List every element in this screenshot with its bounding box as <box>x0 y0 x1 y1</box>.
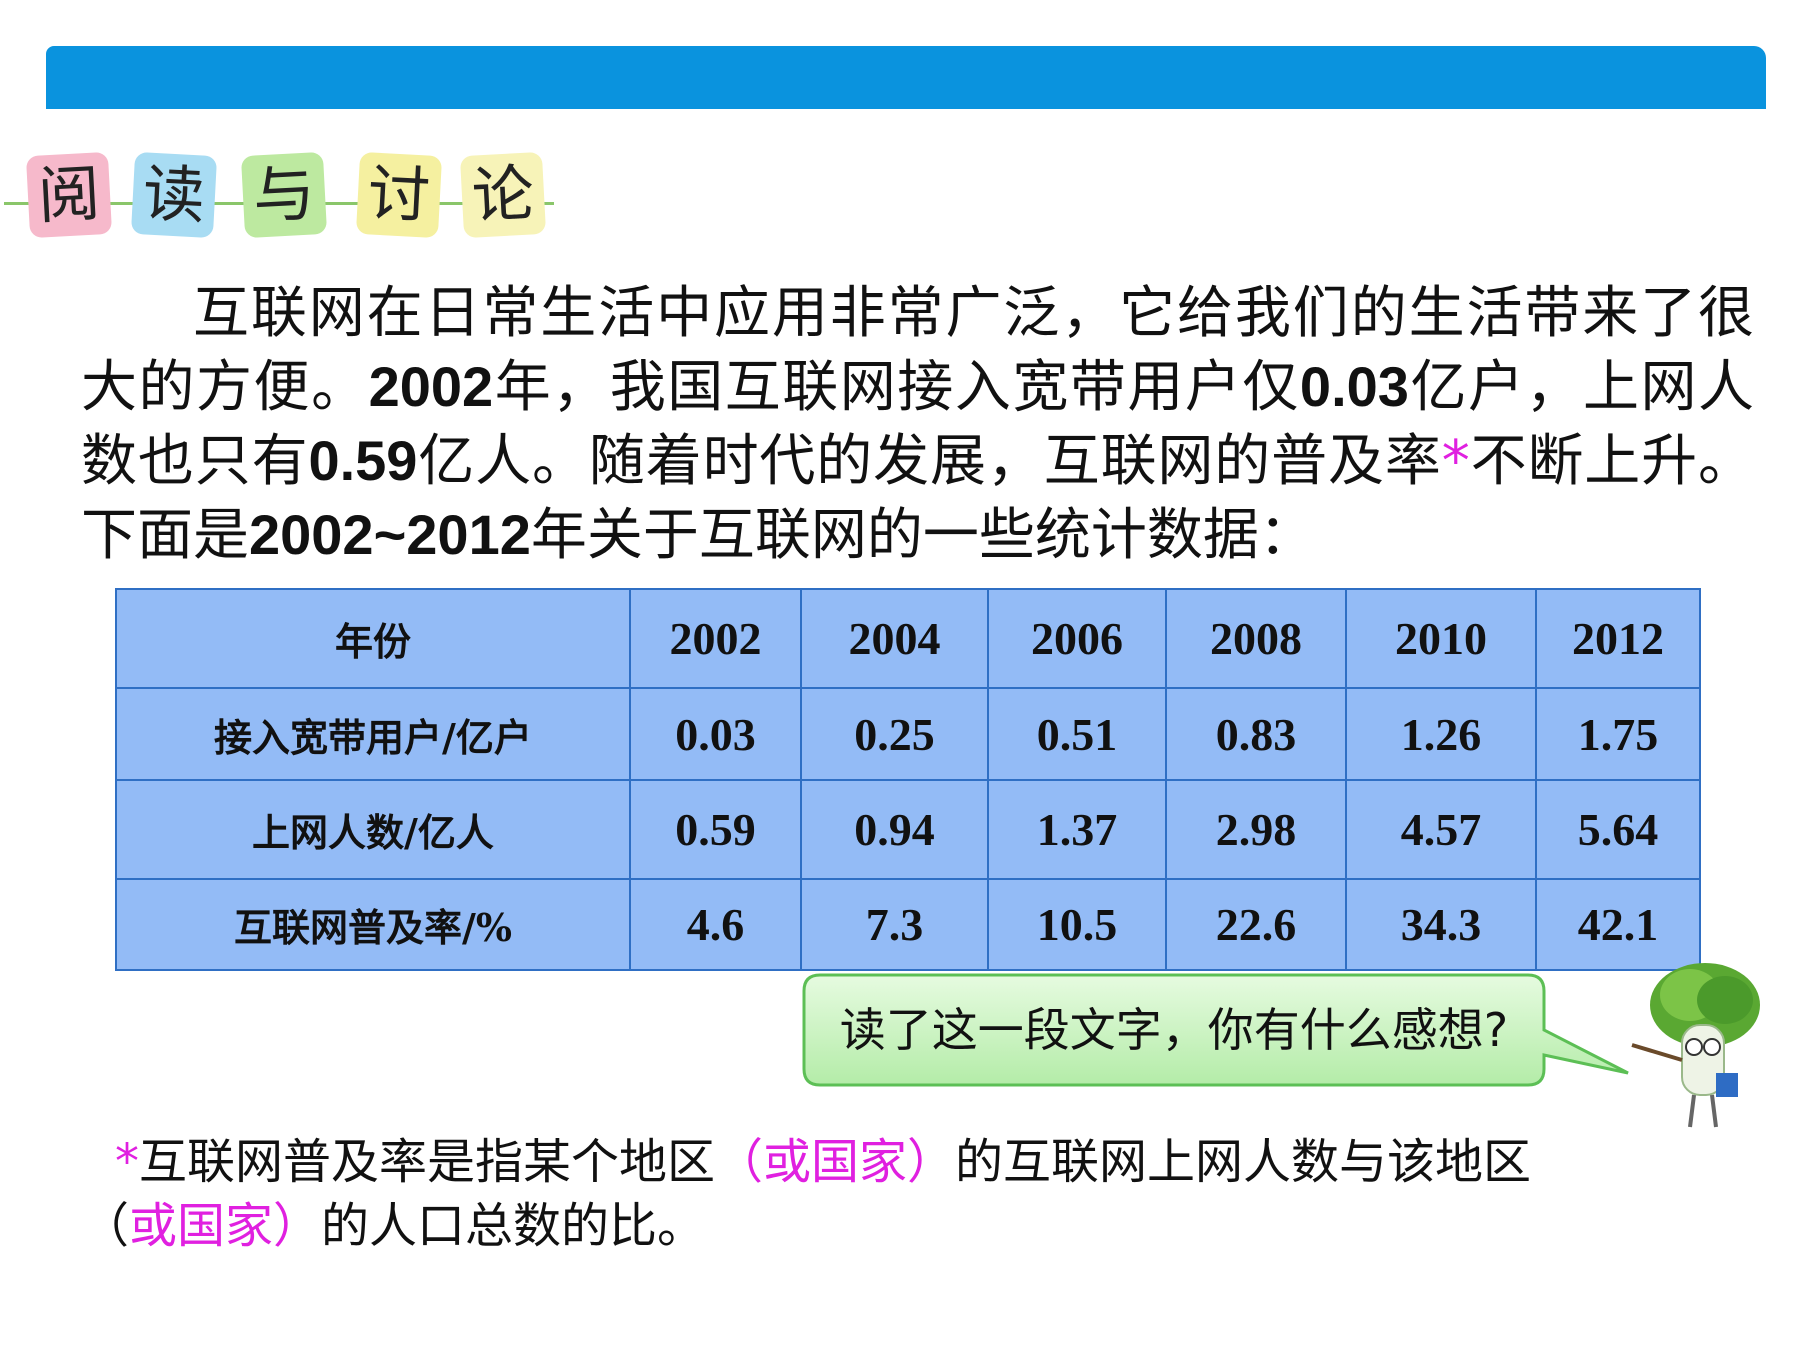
text-segment: 年关于互联网的一些统计数据： <box>530 503 1315 568</box>
heading-char: 与 <box>240 151 328 239</box>
data-table: 年份 2002 2004 2006 2008 2010 2012 接入宽带用户/亿户 0.03 0… <box>115 588 1701 971</box>
top-bar <box>46 46 1766 109</box>
row-label: 互联网普及率/% <box>115 878 631 971</box>
table-cell: 10.5 <box>987 878 1167 971</box>
table-cell: 1.75 <box>1535 687 1701 781</box>
paragraph: 互联网在日常生活中应用非常广泛，它给我们的生活带来了很大的方便。2002年，我国… <box>81 277 1754 572</box>
table-cell: 42.1 <box>1535 878 1701 971</box>
text-segment: 亿人。随着时代的发展，互联网的普及率 <box>417 429 1442 494</box>
table-cell: 34.3 <box>1345 878 1537 971</box>
table-row: 上网人数/亿人 0.59 0.94 1.37 2.98 4.57 5.64 <box>115 779 1701 880</box>
text-segment: * <box>1441 429 1470 494</box>
text-segment: 互联网普及率是指某个地区 <box>139 1134 716 1190</box>
text-segment: 不断上升。下面是 <box>81 429 1755 568</box>
table-cell: 7.3 <box>800 878 989 971</box>
table-cell: 1.26 <box>1345 687 1537 781</box>
table-cell: 0.25 <box>800 687 989 781</box>
table-cell: 2002 <box>629 588 802 689</box>
table-row: 互联网普及率/% 4.6 7.3 10.5 22.6 34.3 42.1 <box>115 878 1701 971</box>
table-row: 接入宽带用户/亿户 0.03 0.25 0.51 0.83 1.26 1.75 <box>115 687 1701 781</box>
footnote: *互联网普及率是指某个地区（或国家）的互联网上网人数与该地区（或国家）的人口总数… <box>81 1130 1754 1258</box>
table-cell: 0.83 <box>1165 687 1347 781</box>
text-segment: 亿户，上网人数也只有 <box>81 355 1755 494</box>
text-segment: 或国家） <box>129 1198 322 1254</box>
heading-char: 阅 <box>25 151 113 239</box>
table-cell: 0.03 <box>629 687 802 781</box>
table-cell: 4.57 <box>1345 779 1537 880</box>
table-cell: 2012 <box>1535 588 1701 689</box>
table-cell: 5.64 <box>1535 779 1701 880</box>
text-segment: 互联网在日常生活中应用非常广泛，它给我们的生活带来了很大的方便。 <box>81 281 1754 420</box>
row-label: 年份 <box>115 588 631 689</box>
table-cell: 0.59 <box>629 779 802 880</box>
heading-char: 论 <box>459 151 547 239</box>
table-cell: 2010 <box>1345 588 1537 689</box>
table-cell: 2006 <box>987 588 1167 689</box>
speech-bubble <box>802 973 1629 1087</box>
text-segment: 的互联网上网人数与该地区（ <box>81 1134 1532 1254</box>
table-cell: 2004 <box>800 588 989 689</box>
row-label: 接入宽带用户/亿户 <box>115 687 631 781</box>
text-segment: 2002 <box>368 355 494 418</box>
text-segment: 年，我国互联网接入宽带用户仅 <box>493 355 1300 420</box>
bubble-text: 读了这一段文字，你有什么感想? <box>839 1003 1509 1057</box>
text-segment: （或国家） <box>715 1134 956 1190</box>
heading-char: 读 <box>130 151 218 239</box>
table-row: 年份 2002 2004 2006 2008 2010 2012 <box>115 588 1701 689</box>
text-segment: 的人口总数的比。 <box>321 1198 706 1254</box>
text-segment: 0.03 <box>1299 355 1409 418</box>
text-segment: 2002~2012 <box>249 503 531 566</box>
mascot <box>1631 963 1760 1128</box>
heading: 阅读与讨论 <box>0 140 560 250</box>
table-cell: 2008 <box>1165 588 1347 689</box>
table-cell: 0.51 <box>987 687 1167 781</box>
text-segment: * <box>115 1134 139 1190</box>
table-cell: 4.6 <box>629 878 802 971</box>
table-cell: 1.37 <box>987 779 1167 880</box>
text-segment: 0.59 <box>308 429 418 492</box>
table-cell: 0.94 <box>800 779 989 880</box>
heading-char: 讨 <box>355 151 443 239</box>
table-cell: 22.6 <box>1165 878 1347 971</box>
row-label: 上网人数/亿人 <box>115 779 631 880</box>
table-cell: 2.98 <box>1165 779 1347 880</box>
